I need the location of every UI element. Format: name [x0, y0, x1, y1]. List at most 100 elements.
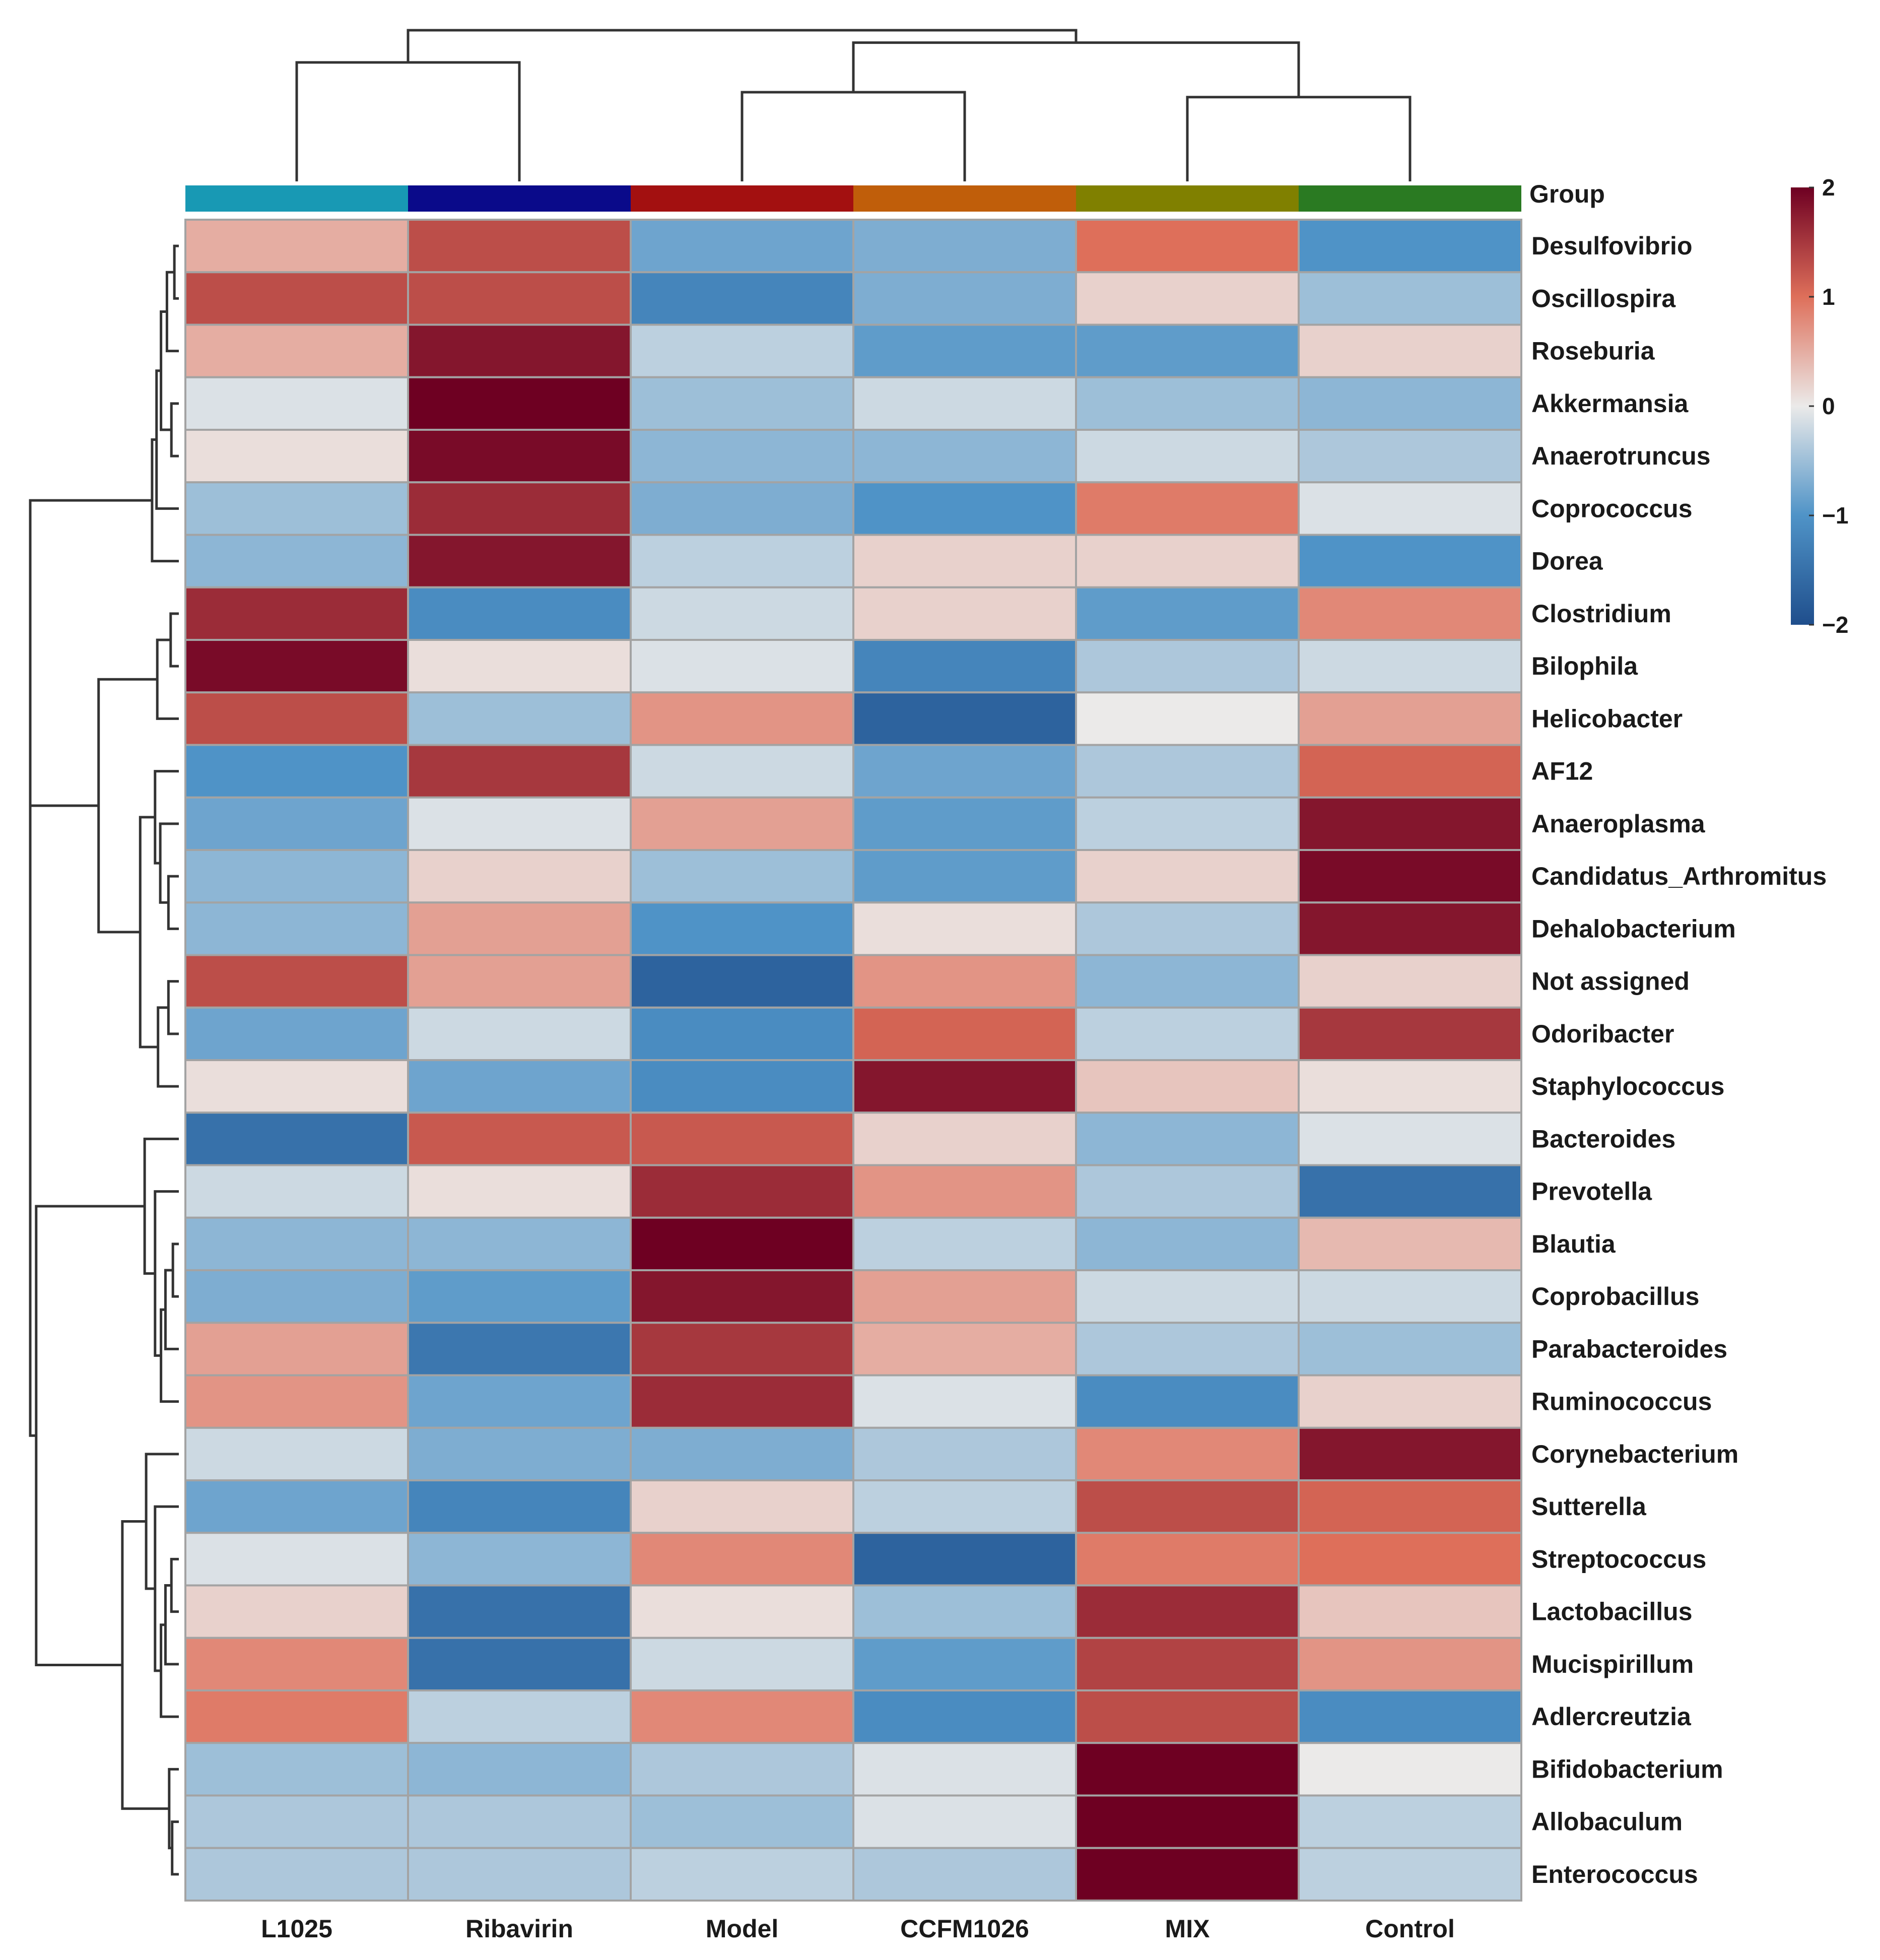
heatmap-cell [184, 1112, 409, 1166]
heatmap-cell [852, 481, 1077, 536]
heatmap-cell [630, 1374, 854, 1429]
heatmap-cell [1075, 744, 1300, 799]
heatmap-cell [852, 639, 1077, 694]
row-label: Akkermansia [1531, 389, 1689, 418]
heatmap-cell [407, 691, 632, 746]
heatmap-cell [184, 219, 409, 274]
heatmap-cell [407, 534, 632, 589]
heatmap-cell [852, 1847, 1077, 1902]
row-label: Anaerotruncus [1531, 442, 1711, 470]
heatmap-cell [1298, 691, 1522, 746]
heatmap-cell [852, 796, 1077, 851]
column-dendrogram-branch [852, 41, 1300, 97]
heatmap-cell [407, 1059, 632, 1114]
heatmap-cell [407, 1689, 632, 1744]
row-label: Odoribacter [1531, 1020, 1674, 1048]
heatmap-cell [852, 954, 1077, 1009]
heatmap-cell [1298, 1426, 1522, 1481]
row-dendrogram-branch [29, 653, 36, 1437]
row-dendrogram-branch [154, 1505, 179, 1672]
heatmap-cell [407, 1794, 632, 1849]
heatmap-cell [852, 1532, 1077, 1587]
heatmap-cells [184, 219, 1522, 1902]
heatmap-cell [407, 954, 632, 1009]
column-label: Model [706, 1915, 778, 1943]
heatmap-cell [852, 1216, 1077, 1271]
heatmap-cell [630, 323, 854, 378]
color-scale-tick-label: −1 [1822, 502, 1848, 529]
heatmap-cell [184, 271, 409, 326]
heatmap-cell [852, 1164, 1077, 1219]
heatmap-cell [184, 1847, 409, 1902]
heatmap-cell [1298, 954, 1522, 1009]
heatmap-cell [407, 901, 632, 956]
row-label: Helicobacter [1531, 704, 1683, 733]
heatmap-cell [184, 1426, 409, 1481]
column-label: CCFM1026 [900, 1915, 1029, 1943]
heatmap-cell [1075, 1006, 1300, 1061]
row-label: Parabacteroides [1531, 1335, 1727, 1363]
heatmap-cell [1298, 901, 1522, 956]
heatmap-cell [852, 429, 1077, 484]
heatmap-cell [852, 271, 1077, 326]
heatmap-cell [1075, 954, 1300, 1009]
row-label: Anaeroplasma [1531, 810, 1706, 838]
heatmap-cell [630, 1112, 854, 1166]
heatmap-cell [184, 1584, 409, 1639]
heatmap-cell [630, 1426, 854, 1481]
heatmap-cell [1075, 481, 1300, 536]
row-label: Blautia [1531, 1230, 1616, 1258]
heatmap-cell [407, 1269, 632, 1324]
heatmap-cell [630, 1479, 854, 1534]
column-label: L1025 [261, 1915, 332, 1943]
heatmap-cell [1298, 1532, 1522, 1587]
heatmap-cell [1298, 1742, 1522, 1797]
heatmap-cell [407, 323, 632, 378]
heatmap-cell [1075, 1742, 1300, 1797]
heatmap-cell [1298, 1584, 1522, 1639]
heatmap-cell [1298, 1847, 1522, 1902]
heatmap-cell [1298, 744, 1522, 799]
heatmap-cell [630, 1742, 854, 1797]
heatmap-cell [630, 481, 854, 536]
heatmap-cell [407, 1584, 632, 1639]
heatmap-cell [1298, 586, 1522, 641]
heatmap-cell [1298, 429, 1522, 484]
row-label: Sutterella [1531, 1492, 1647, 1521]
heatmap-cell [1075, 1059, 1300, 1114]
heatmap-cell [630, 1059, 854, 1114]
row-label: Roseburia [1531, 337, 1655, 365]
heatmap-cell [630, 1637, 854, 1691]
heatmap-cell [852, 744, 1077, 799]
row-dendrogram [29, 244, 179, 1876]
row-label: Ruminococcus [1531, 1388, 1712, 1416]
heatmap-cell [407, 744, 632, 799]
heatmap-cell [184, 1164, 409, 1219]
heatmap-cell [184, 691, 409, 746]
heatmap-cell [1075, 323, 1300, 378]
heatmap-cell [407, 271, 632, 326]
heatmap-cell [1298, 1322, 1522, 1377]
heatmap-cell [184, 1322, 409, 1377]
heatmap-cell [852, 901, 1077, 956]
row-label: Clostridium [1531, 600, 1671, 628]
heatmap-cell [407, 1216, 632, 1271]
row-dendrogram-branch [171, 1820, 179, 1876]
row-dendrogram-branch [156, 638, 179, 720]
heatmap-cell [184, 429, 409, 484]
heatmap-cell [184, 481, 409, 536]
row-label: Staphylococcus [1531, 1072, 1724, 1100]
heatmap-cell [630, 901, 854, 956]
heatmap-cell [1298, 849, 1522, 904]
row-dendrogram-branch [167, 980, 179, 1035]
heatmap-cell [852, 1112, 1077, 1166]
heatmap-cell [630, 744, 854, 799]
column-label: Ribavirin [465, 1915, 573, 1943]
row-label: Corynebacterium [1531, 1440, 1738, 1468]
heatmap-cell [1075, 1216, 1300, 1271]
row-label: Bifidobacterium [1531, 1755, 1723, 1783]
heatmap-cell [852, 691, 1077, 746]
row-label: Lactobacillus [1531, 1598, 1693, 1626]
heatmap-cell [407, 429, 632, 484]
